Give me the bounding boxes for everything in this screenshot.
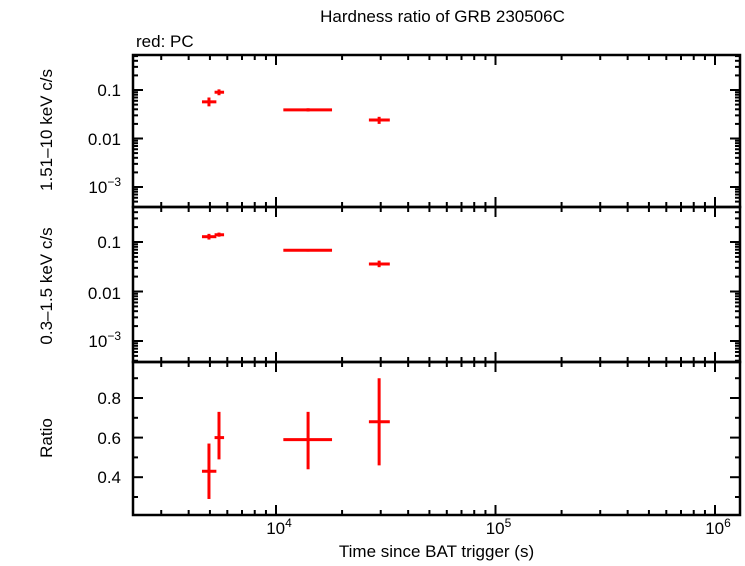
chart-title: Hardness ratio of GRB 230506C bbox=[320, 7, 565, 26]
x-tick-label: 104 bbox=[266, 516, 292, 538]
panel1-tick-label: 10−3 bbox=[88, 175, 121, 197]
panel3-tick-label: 0.8 bbox=[97, 389, 121, 408]
panel3-tick-label: 0.4 bbox=[97, 468, 121, 487]
panel-frame-2 bbox=[131, 205, 742, 364]
legend-label: red: PC bbox=[136, 32, 194, 51]
panel2-tick-label: 0.01 bbox=[88, 284, 121, 303]
panel3-tick-label: 0.6 bbox=[97, 429, 121, 448]
x-tick-label: 106 bbox=[705, 516, 731, 538]
panel-frame-1 bbox=[131, 53, 742, 209]
x-axis-label: Time since BAT trigger (s) bbox=[338, 542, 535, 561]
panel1-tick-label: 0.1 bbox=[97, 81, 121, 100]
panel2-tick-label: 10−3 bbox=[88, 329, 121, 351]
x-tick-label: 105 bbox=[486, 516, 512, 538]
panel1-tick-label: 0.01 bbox=[88, 130, 121, 149]
panel2-tick-label: 0.1 bbox=[97, 233, 121, 252]
